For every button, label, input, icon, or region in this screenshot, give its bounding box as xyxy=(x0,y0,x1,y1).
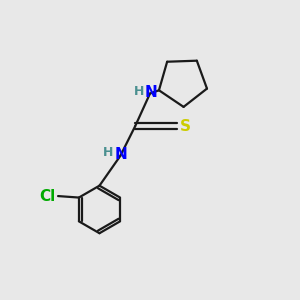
Text: H: H xyxy=(103,146,113,160)
Text: Cl: Cl xyxy=(40,189,56,204)
Text: N: N xyxy=(115,147,128,162)
Text: N: N xyxy=(145,85,158,100)
Text: S: S xyxy=(180,119,191,134)
Text: H: H xyxy=(134,85,144,98)
